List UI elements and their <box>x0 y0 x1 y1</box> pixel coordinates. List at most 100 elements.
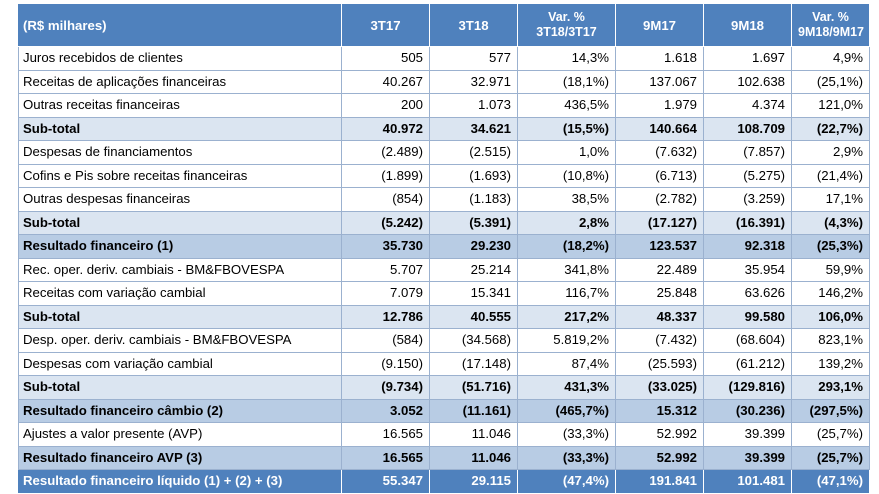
cell-label: Outras receitas financeiras <box>18 93 342 118</box>
cell-var-9m: (25,1%) <box>791 70 870 94</box>
cell-9m17: (7.632) <box>615 140 704 165</box>
cell-9m17: (7.432) <box>615 328 704 353</box>
cell-9m18: (7.857) <box>703 140 792 165</box>
cell-3t17: 3.052 <box>341 399 430 423</box>
table-row: Ajustes a valor presente (AVP) 16.565 11.0… <box>18 422 870 447</box>
cell-var-9m: (22,7%) <box>791 117 870 141</box>
cell-label: Despesas de financiamentos <box>18 140 342 165</box>
cell-var-9m: (25,3%) <box>791 234 870 259</box>
header-var-quarter-text: Var. % 3T18/3T17 <box>536 10 597 39</box>
cell-3t17: 5.707 <box>341 258 430 282</box>
table-row: Outras despesas financeiras (854) (1.183) 3… <box>18 187 870 212</box>
header-3t18: 3T18 <box>429 4 518 47</box>
cell-var-quarter: 5.819,2% <box>517 328 616 353</box>
cell-9m18: 1.697 <box>703 46 792 71</box>
cell-3t17: (2.489) <box>341 140 430 165</box>
cell-var-quarter: (15,5%) <box>517 117 616 141</box>
cell-3t18: 34.621 <box>429 117 518 141</box>
cell-label: Sub-total <box>18 305 342 329</box>
header-9m18: 9M18 <box>703 4 792 47</box>
cell-9m18: (30.236) <box>703 399 792 423</box>
cell-var-9m: (25,7%) <box>791 422 870 447</box>
cell-9m18: 63.626 <box>703 281 792 306</box>
cell-label: Resultado financeiro líquido (1) + (2) +… <box>18 469 342 494</box>
cell-var-9m: 59,9% <box>791 258 870 282</box>
cell-9m17: 52.992 <box>615 446 704 470</box>
cell-var-quarter: 1,0% <box>517 140 616 165</box>
cell-3t17: (584) <box>341 328 430 353</box>
cell-3t17: (854) <box>341 187 430 212</box>
cell-3t18: (5.391) <box>429 211 518 235</box>
cell-var-9m: (47,1%) <box>791 469 870 494</box>
cell-9m18: (16.391) <box>703 211 792 235</box>
cell-9m18: 39.399 <box>703 446 792 470</box>
cell-var-9m: (25,7%) <box>791 446 870 470</box>
cell-9m18: 108.709 <box>703 117 792 141</box>
cell-var-quarter: (33,3%) <box>517 422 616 447</box>
cell-9m17: 25.848 <box>615 281 704 306</box>
table-row: Juros recebidos de clientes 505 577 14,3% 1.… <box>18 46 870 71</box>
cell-var-quarter: 341,8% <box>517 258 616 282</box>
cell-9m17: 123.537 <box>615 234 704 259</box>
cell-9m17: 48.337 <box>615 305 704 329</box>
cell-9m18: 99.580 <box>703 305 792 329</box>
cell-9m18: 92.318 <box>703 234 792 259</box>
cell-9m18: 101.481 <box>703 469 792 494</box>
cell-9m18: (5.275) <box>703 164 792 188</box>
cell-label: Resultado financeiro AVP (3) <box>18 446 342 470</box>
table-row: Receitas de aplicações financeiras 40.267… <box>18 70 870 94</box>
cell-label: Sub-total <box>18 117 342 141</box>
cell-9m17: (33.025) <box>615 375 704 400</box>
cell-var-9m: (4,3%) <box>791 211 870 235</box>
cell-3t17: 40.972 <box>341 117 430 141</box>
header-9m17: 9M17 <box>615 4 704 47</box>
cell-3t18: (34.568) <box>429 328 518 353</box>
cell-3t18: (1.183) <box>429 187 518 212</box>
cell-var-9m: 121,0% <box>791 93 870 118</box>
cell-var-quarter: 38,5% <box>517 187 616 212</box>
header-var-9m: Var. % 9M18/9M17 <box>791 4 870 47</box>
cell-9m18: 4.374 <box>703 93 792 118</box>
cell-3t17: 12.786 <box>341 305 430 329</box>
cell-3t17: 7.079 <box>341 281 430 306</box>
cell-label: Rec. oper. deriv. cambiais - BM&FBOVESPA <box>18 258 342 282</box>
cell-label: Cofins e Pis sobre receitas financeiras <box>18 164 342 188</box>
table-row: Resultado financeiro AVP (3) 16.565 11.046… <box>18 446 870 470</box>
table-row: Receitas com variação cambial 7.079 15.341… <box>18 281 870 306</box>
cell-var-quarter: 116,7% <box>517 281 616 306</box>
cell-3t17: 505 <box>341 46 430 71</box>
cell-9m17: 140.664 <box>615 117 704 141</box>
cell-3t17: 16.565 <box>341 446 430 470</box>
cell-3t17: 16.565 <box>341 422 430 447</box>
cell-var-9m: 2,9% <box>791 140 870 165</box>
cell-label: Juros recebidos de clientes <box>18 46 342 71</box>
cell-var-quarter: (18,2%) <box>517 234 616 259</box>
cell-var-quarter: 217,2% <box>517 305 616 329</box>
cell-var-9m: 4,9% <box>791 46 870 71</box>
cell-3t17: (9.150) <box>341 352 430 376</box>
cell-label: Resultado financeiro (1) <box>18 234 342 259</box>
cell-3t17: (9.734) <box>341 375 430 400</box>
table-row: Sub-total (9.734) (51.716) 431,3% (33.025) (1… <box>18 375 870 400</box>
cell-var-quarter: 436,5% <box>517 93 616 118</box>
table-row: Sub-total 40.972 34.621 (15,5%) 140.664 108.7… <box>18 117 870 141</box>
table-row: Sub-total (5.242) (5.391) 2,8% (17.127) (16.3… <box>18 211 870 235</box>
cell-var-quarter: 14,3% <box>517 46 616 71</box>
cell-3t17: (5.242) <box>341 211 430 235</box>
cell-9m17: (17.127) <box>615 211 704 235</box>
cell-var-quarter: (10,8%) <box>517 164 616 188</box>
cell-var-quarter: 431,3% <box>517 375 616 400</box>
cell-var-quarter: (33,3%) <box>517 446 616 470</box>
cell-var-9m: 293,1% <box>791 375 870 400</box>
cell-var-9m: 17,1% <box>791 187 870 212</box>
cell-label: Despesas com variação cambial <box>18 352 342 376</box>
cell-var-quarter: 2,8% <box>517 211 616 235</box>
table-row: Desp. oper. deriv. cambiais - BM&FBOVESP… <box>18 328 870 353</box>
cell-3t18: 25.214 <box>429 258 518 282</box>
cell-var-9m: 106,0% <box>791 305 870 329</box>
cell-9m18: 39.399 <box>703 422 792 447</box>
cell-var-quarter: (18,1%) <box>517 70 616 94</box>
cell-9m17: 22.489 <box>615 258 704 282</box>
cell-var-9m: 146,2% <box>791 281 870 306</box>
cell-label: Outras despesas financeiras <box>18 187 342 212</box>
